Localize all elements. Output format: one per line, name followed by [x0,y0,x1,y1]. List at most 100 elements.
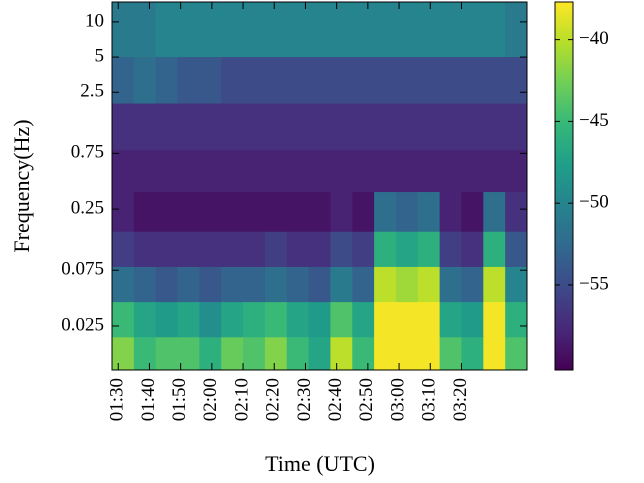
heat-cell [155,231,179,268]
heat-cell [112,302,135,338]
heat-cell [330,337,353,371]
heat-cell [505,57,528,105]
heat-cell [199,231,222,268]
heat-cell [352,266,375,303]
heat-cell [199,266,222,303]
heat-cell [374,337,397,371]
heat-cell [461,266,484,303]
heat-cell [505,302,528,338]
heat-cell [374,103,397,151]
heat-cell [417,2,441,58]
y-tick-label: 0.025 [61,314,104,335]
heat-cell [199,57,222,105]
heat-cell [483,150,506,193]
colorbar-tick-label: −45 [579,110,609,131]
heat-cell [177,57,200,105]
heat-cell [133,2,157,58]
heat-cell [243,302,266,338]
heat-cell [417,103,441,151]
heat-cell [483,57,506,105]
heat-cell [286,337,310,371]
heat-cell [243,150,266,193]
x-tick-label: 01:50 [169,378,190,421]
heat-cell [308,231,331,268]
heat-cell [112,266,135,303]
heat-cell [243,266,266,303]
heat-cell [505,192,528,233]
y-tick-label: 0.075 [61,259,104,280]
heat-cell [395,57,419,105]
heat-cell [221,192,244,233]
heat-cell [221,302,244,338]
x-tick-label: 01:30 [107,378,128,421]
heat-cell [461,302,484,338]
heat-cell [155,337,179,371]
heat-cell [264,103,288,151]
heat-cell [505,231,528,268]
heat-cell [264,266,288,303]
heat-cell [243,103,266,151]
heat-cell [352,2,375,58]
heat-cell [483,103,506,151]
heat-cell [439,150,462,193]
heat-cell [352,337,375,371]
heat-cell [505,266,528,303]
heat-cell [374,192,397,233]
y-tick-label: 2.5 [80,81,104,102]
heat-cell [330,103,353,151]
colorbar [554,1,574,371]
heat-cell [330,302,353,338]
heat-cell [483,337,506,371]
x-tick-label: 01:40 [138,378,159,421]
x-axis-label: Time (UTC) [265,451,375,476]
heat-cell [352,192,375,233]
heat-cell [395,103,419,151]
heat-cell [352,57,375,105]
heat-cell [374,266,397,303]
heat-cell [483,231,506,268]
heat-cell [395,266,419,303]
heat-cell [199,2,222,58]
heat-cell [395,192,419,233]
heat-cell [505,337,528,371]
heat-cell [352,103,375,151]
heat-cell [133,302,157,338]
heat-cell [286,231,310,268]
x-tick-label: 02:50 [356,378,377,421]
heat-cell [417,337,441,371]
heat-cell [352,150,375,193]
heat-cell [155,266,179,303]
heat-cell [461,2,484,58]
heat-cell [221,231,244,268]
heat-cell [112,231,135,268]
heat-cell [395,302,419,338]
heat-cell [395,337,419,371]
colorbar-tick-label: −55 [579,273,609,294]
heat-cell [374,302,397,338]
heat-cell [199,150,222,193]
heat-cell [461,192,484,233]
heat-cell [221,103,244,151]
heat-cell [395,2,419,58]
heat-cell [330,150,353,193]
heat-cell [133,337,157,371]
heat-cell [308,150,331,193]
heat-cell [243,337,266,371]
plot-frame [111,1,528,371]
heat-cell [286,302,310,338]
x-tick-label: 03:20 [450,378,471,421]
heat-cell [417,231,441,268]
heat-cell [461,150,484,193]
heat-cell [177,2,200,58]
heat-cell [177,302,200,338]
heat-cell [177,192,200,233]
heat-cell [243,192,266,233]
heat-cell [112,192,135,233]
heat-cell [199,337,222,371]
heat-cell [264,337,288,371]
heat-cell [439,266,462,303]
x-tick-label: 02:30 [294,378,315,421]
heat-cell [308,337,331,371]
heat-cell [330,266,353,303]
